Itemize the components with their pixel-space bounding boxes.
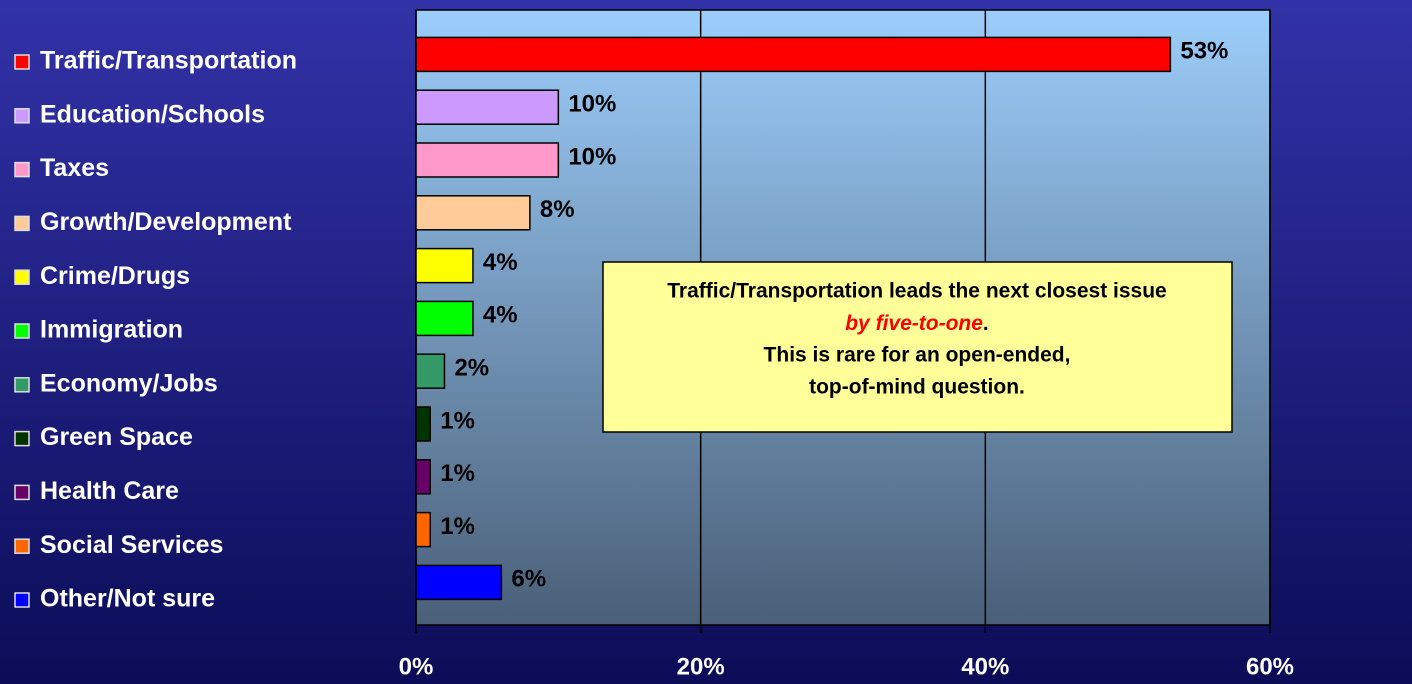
value-label: 6% <box>511 566 546 593</box>
legend-swatch <box>14 592 30 608</box>
legend-swatch <box>14 161 30 178</box>
bar <box>415 195 531 231</box>
x-tick-label: 40% <box>961 653 1009 680</box>
legend-label: Taxes <box>40 154 109 182</box>
bar <box>415 89 560 125</box>
x-tick-label: 0% <box>399 653 434 680</box>
legend-label: Education/Schools <box>40 100 265 128</box>
legend-swatch <box>14 323 30 339</box>
value-label: 1% <box>440 460 475 487</box>
bar <box>415 247 474 284</box>
x-tick-label: 20% <box>677 653 725 680</box>
annotation-box <box>602 261 1233 433</box>
legend-swatch <box>14 269 30 285</box>
value-label: 4% <box>483 302 518 329</box>
legend-label: Economy/Jobs <box>40 369 218 397</box>
legend-label: Other/Not sure <box>40 585 215 613</box>
legend-label: Social Services <box>40 531 223 559</box>
annotation-text: This is rare for an open-ended, <box>764 344 1071 367</box>
legend-label: Traffic/Transportation <box>40 47 297 75</box>
bar <box>415 36 1172 73</box>
annotation-text: by five-to-one. <box>845 312 989 335</box>
legend-label: Health Care <box>40 477 179 505</box>
legend-swatch <box>14 54 30 70</box>
legend-swatch <box>14 377 30 393</box>
legend-swatch <box>14 108 30 124</box>
bar <box>415 459 431 495</box>
legend-label: Green Space <box>40 423 193 451</box>
legend-label: Crime/Drugs <box>40 262 190 290</box>
legend-swatch <box>14 215 30 232</box>
annotation-text: top-of-mind question. <box>809 376 1025 399</box>
value-label: 10% <box>568 143 616 170</box>
annotation-emphasis: by five-to-one <box>845 312 983 335</box>
legend-swatch <box>14 430 30 447</box>
annotation-text: . <box>983 312 989 335</box>
value-label: 8% <box>540 196 575 223</box>
legend-swatch <box>14 538 30 554</box>
bar <box>415 353 446 389</box>
bar <box>415 406 431 442</box>
bar <box>415 300 474 337</box>
x-tick-label: 60% <box>1246 653 1294 680</box>
value-label: 10% <box>568 91 616 118</box>
value-label: 1% <box>440 407 475 434</box>
legend-label: Immigration <box>40 316 183 344</box>
value-label: 4% <box>483 249 518 276</box>
value-label: 1% <box>440 513 475 540</box>
value-label: 2% <box>454 355 489 382</box>
legend-label: Growth/Development <box>40 208 292 236</box>
value-label: 53% <box>1180 38 1228 65</box>
annotation-text: Traffic/Transportation leads the next cl… <box>667 280 1167 303</box>
bar <box>415 564 503 601</box>
legend-swatch <box>14 484 30 501</box>
bar <box>415 511 431 548</box>
bar <box>415 142 560 178</box>
